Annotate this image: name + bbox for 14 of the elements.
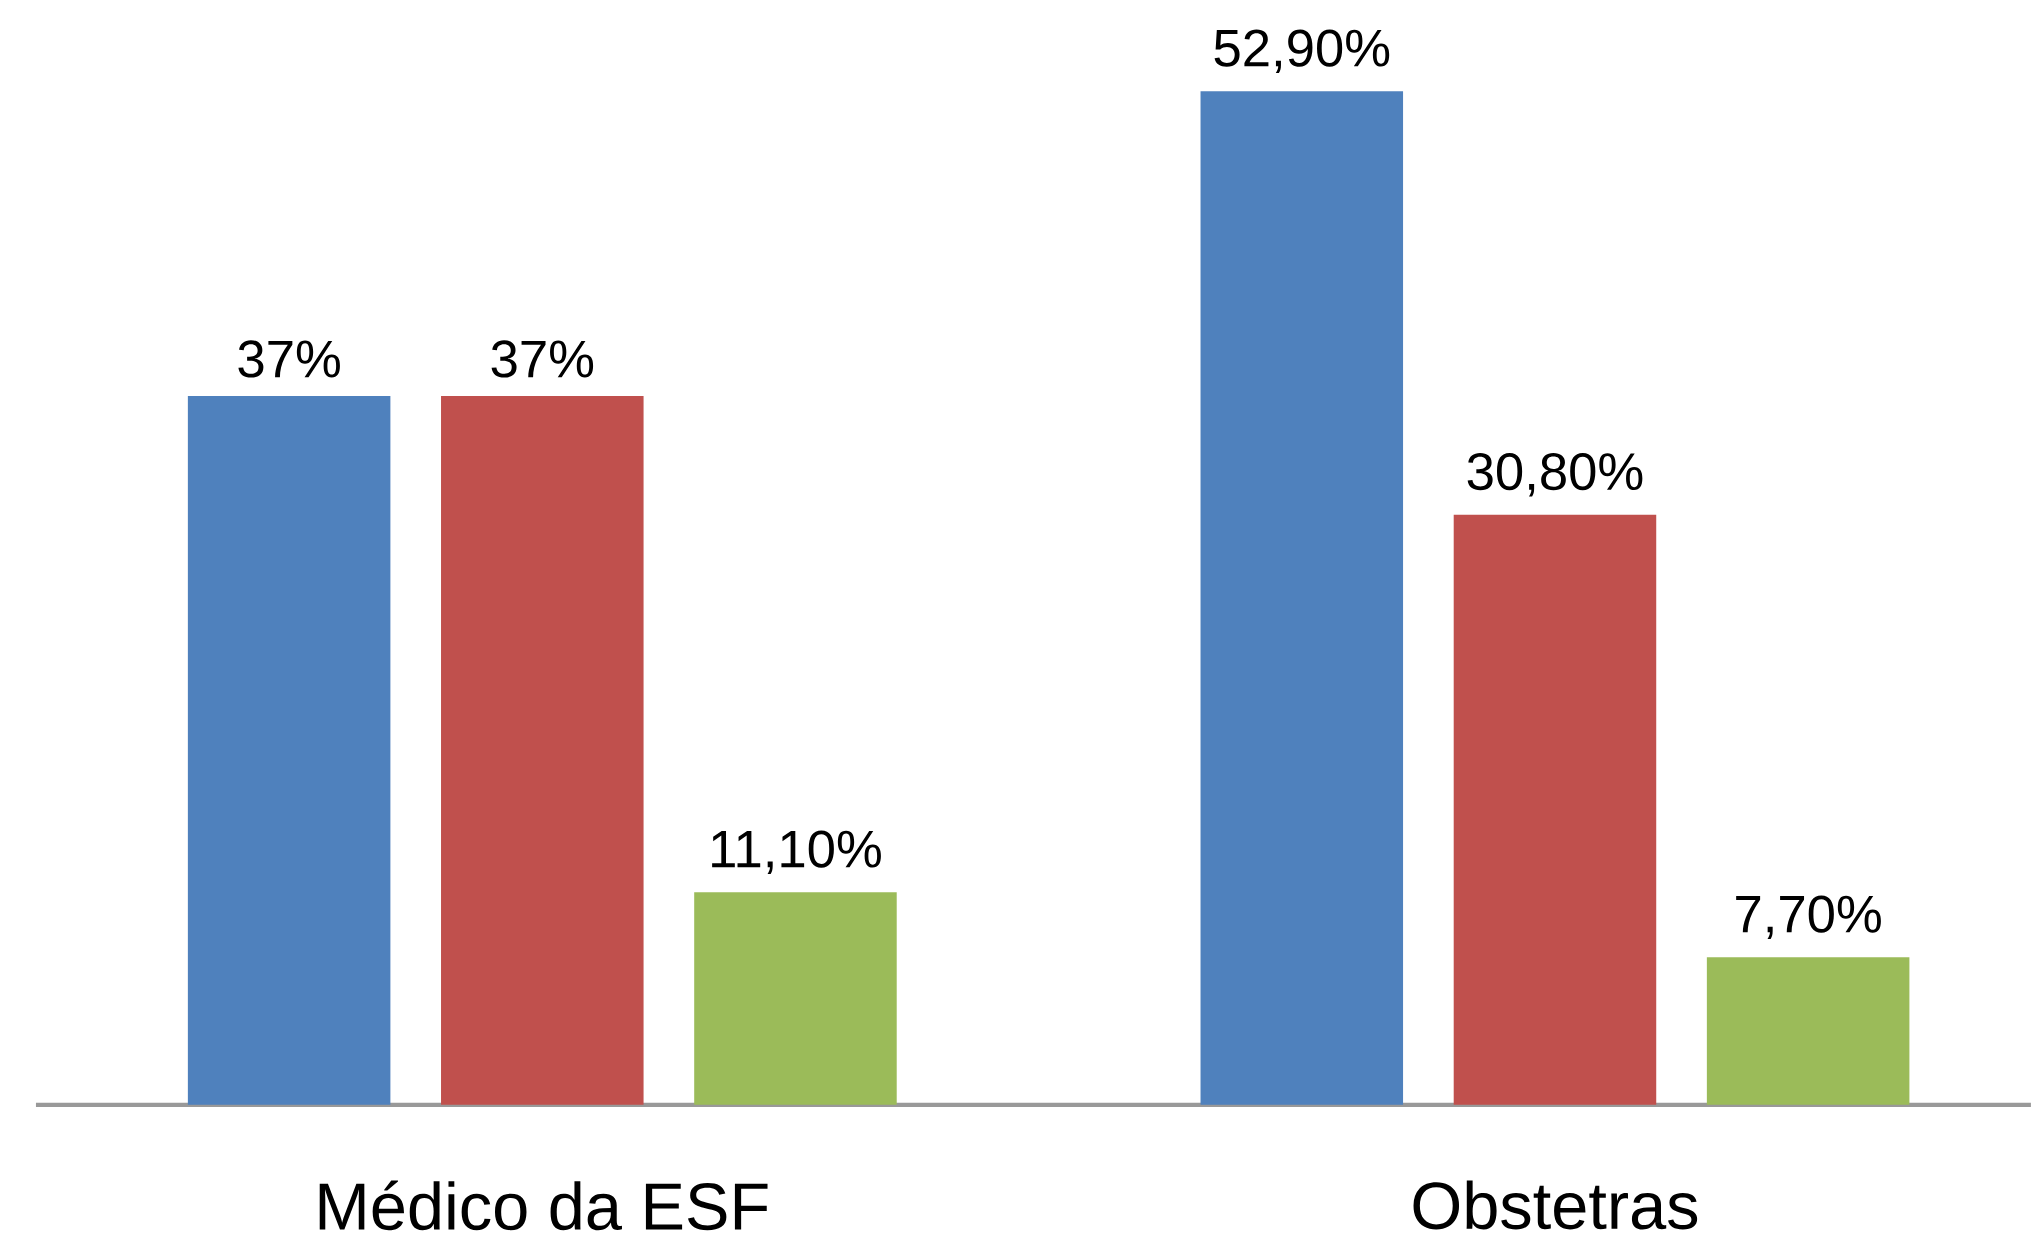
bar [1200, 91, 1404, 1105]
bar [187, 395, 391, 1105]
data-label: 30,80% [1467, 452, 1643, 497]
data-label: 11,10% [712, 830, 881, 874]
bar [441, 395, 644, 1105]
bar [1453, 514, 1657, 1105]
x-tick-label: Obstetras [1413, 1180, 1698, 1230]
data-label: 52,90% [1214, 29, 1390, 73]
data-label: 37% [238, 340, 340, 378]
bar [694, 892, 897, 1105]
data-label: 37% [491, 340, 594, 378]
x-tick-label: Médico da ESF [319, 1180, 768, 1231]
data-label: 7,70% [1736, 895, 1881, 940]
bar [1706, 957, 1910, 1105]
